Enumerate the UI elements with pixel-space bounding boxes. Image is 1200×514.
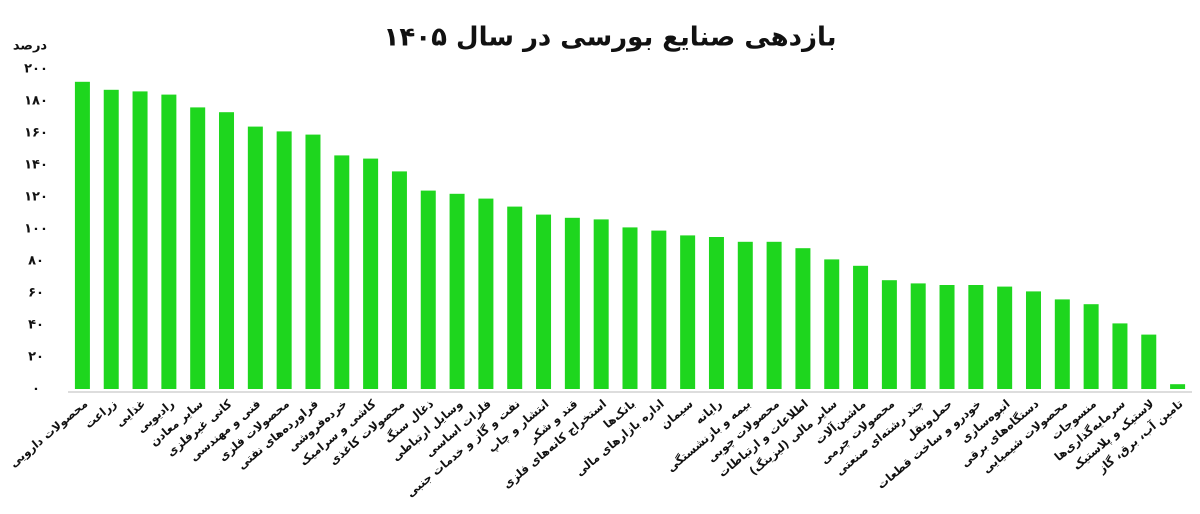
y-tick-label: ۲۰۰ bbox=[24, 62, 48, 77]
bar bbox=[910, 283, 926, 389]
y-tick-label: ۱۶۰ bbox=[24, 126, 48, 141]
bar bbox=[881, 280, 897, 389]
bar bbox=[219, 112, 235, 389]
bar bbox=[74, 81, 90, 390]
bar bbox=[824, 259, 840, 389]
bar bbox=[190, 107, 206, 390]
y-axis-label: درصد bbox=[13, 39, 48, 54]
x-tick-label: محصولات دارویی bbox=[7, 397, 91, 471]
bar bbox=[161, 94, 177, 389]
bar bbox=[737, 241, 753, 389]
bar bbox=[593, 219, 609, 389]
bar bbox=[853, 265, 869, 389]
bar bbox=[536, 214, 552, 389]
bar bbox=[939, 285, 955, 389]
bar bbox=[132, 91, 148, 390]
bar bbox=[651, 230, 667, 389]
y-tick-label: ۱۴۰ bbox=[24, 158, 48, 173]
chart-title: بازدهی صنایع بورسی در سال ۱۴۰۵ bbox=[383, 23, 836, 53]
bar bbox=[449, 193, 465, 389]
bar bbox=[1170, 384, 1186, 389]
bar bbox=[478, 198, 494, 389]
y-tick-label: ۱۲۰ bbox=[24, 190, 48, 205]
bar bbox=[247, 126, 263, 389]
bar bbox=[564, 217, 580, 389]
bar bbox=[968, 285, 984, 389]
bar bbox=[1083, 304, 1099, 389]
bar bbox=[103, 89, 119, 390]
y-tick-label: ۸۰ bbox=[28, 254, 44, 269]
bar bbox=[766, 241, 782, 389]
bar bbox=[795, 248, 811, 389]
y-tick-label: ۰ bbox=[32, 382, 40, 397]
bar bbox=[680, 235, 696, 389]
bar bbox=[391, 171, 407, 389]
bar bbox=[334, 155, 350, 389]
bar bbox=[363, 158, 379, 389]
bar bbox=[276, 131, 292, 389]
bar bbox=[622, 227, 638, 389]
bar bbox=[708, 237, 724, 389]
bar bbox=[507, 206, 523, 389]
x-tick-label: سیمان bbox=[658, 397, 696, 432]
bar bbox=[997, 286, 1013, 389]
y-tick-label: ۴۰ bbox=[28, 318, 44, 333]
bar bbox=[1025, 291, 1041, 389]
x-tick-label: زراعت bbox=[82, 397, 120, 432]
bar bbox=[1112, 323, 1128, 389]
y-tick-label: ۲۰ bbox=[28, 350, 44, 365]
y-tick-label: ۶۰ bbox=[28, 286, 44, 301]
bar bbox=[420, 190, 436, 389]
bar bbox=[1054, 299, 1070, 389]
bar bbox=[305, 134, 321, 389]
y-tick-label: ۱۸۰ bbox=[24, 94, 48, 109]
y-tick-label: ۱۰۰ bbox=[24, 222, 48, 237]
bar bbox=[1141, 334, 1157, 389]
